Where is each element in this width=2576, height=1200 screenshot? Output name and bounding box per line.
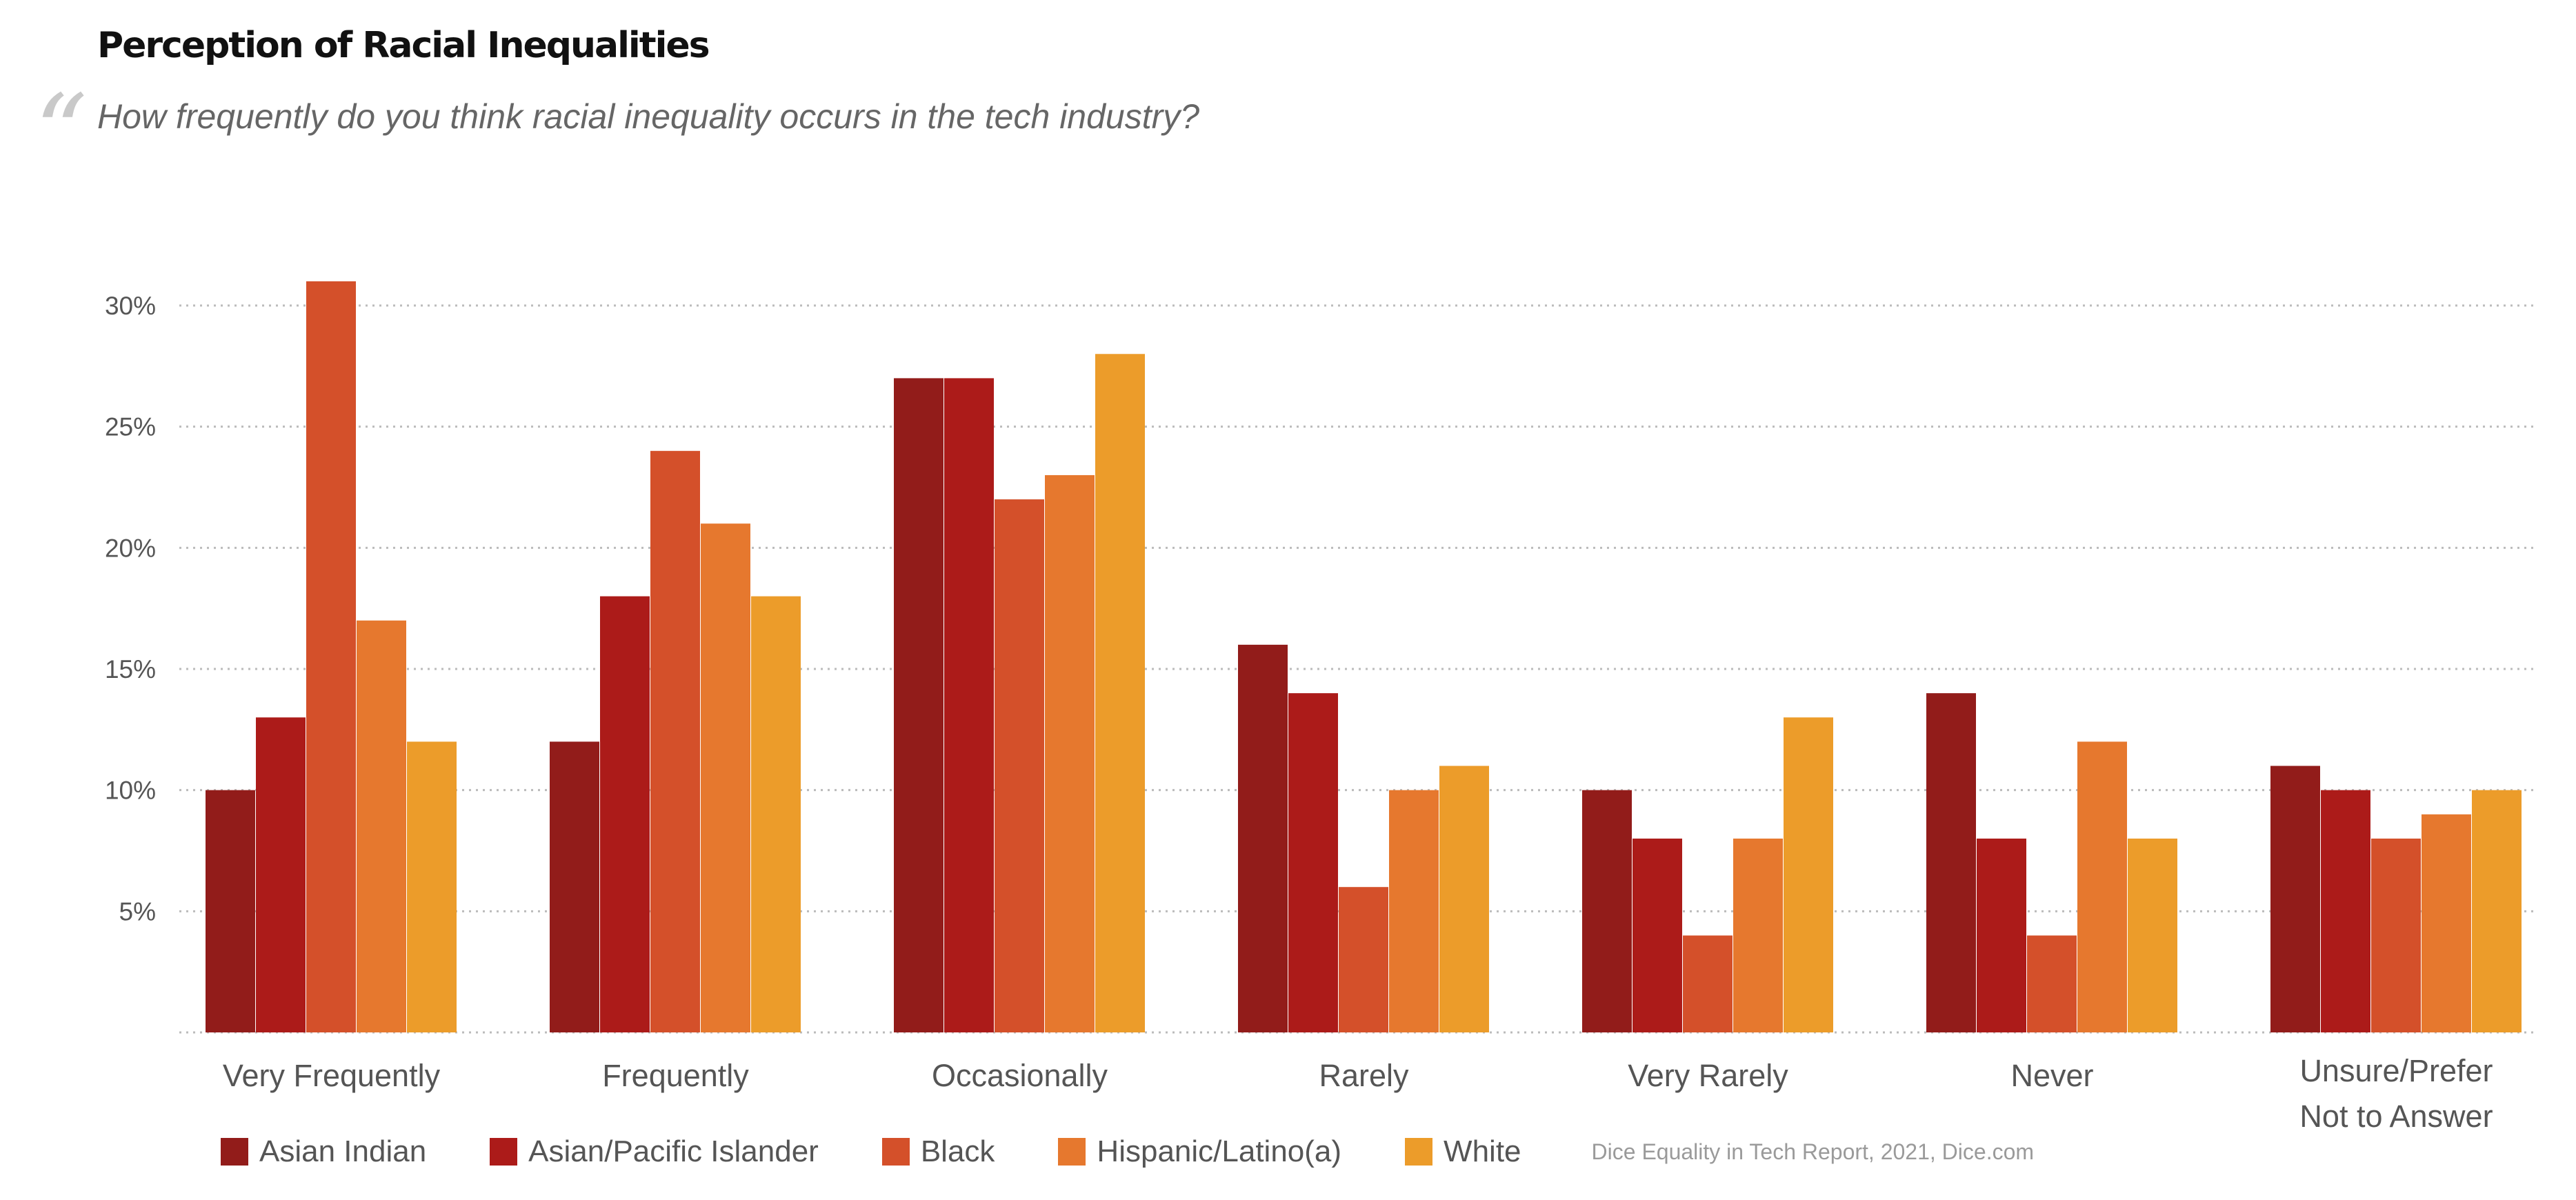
bar (650, 450, 700, 1032)
bar (1633, 838, 1682, 1032)
bar (2422, 814, 2471, 1032)
legend-item: Asian Indian (221, 1134, 426, 1169)
legend-swatch (221, 1138, 248, 1166)
y-tick-label: 15% (105, 655, 156, 683)
bar (357, 620, 406, 1032)
x-tick-label: Occasionally (932, 1058, 1108, 1093)
bar (701, 523, 750, 1032)
legend-swatch (1405, 1138, 1433, 1166)
chart-title: Perception of Racial Inequalities (97, 25, 710, 66)
bar (2472, 790, 2522, 1032)
legend: Asian Indian Asian/Pacific Islander Black H… (221, 1131, 2034, 1172)
bar (2270, 766, 2320, 1032)
y-tick-label: 10% (105, 777, 156, 805)
bar (1238, 644, 1288, 1032)
y-axis-ticks: 5% 10% 15% 20% 25% 30% (105, 292, 156, 926)
y-tick-label: 20% (105, 534, 156, 562)
y-tick-label: 30% (105, 292, 156, 320)
bar (1095, 354, 1145, 1032)
bar (1582, 790, 1632, 1032)
x-tick-label: Very Frequently (223, 1058, 441, 1093)
bar (407, 741, 457, 1032)
bars (206, 281, 2522, 1032)
bar (1733, 838, 1783, 1032)
bar (1389, 790, 1439, 1032)
bar (1339, 887, 1388, 1032)
x-tick-label: Never (2010, 1058, 2093, 1093)
legend-item: Black (881, 1134, 995, 1169)
bar (1045, 474, 1095, 1032)
bar (600, 596, 650, 1032)
bar (751, 596, 801, 1032)
legend-swatch (881, 1138, 910, 1166)
x-axis-ticks: Very Frequently Frequently Occasionally Rar… (223, 1053, 2493, 1134)
bar (2371, 838, 2421, 1032)
bar (1926, 693, 1976, 1032)
y-tick-label: 5% (119, 897, 156, 926)
legend-swatch (490, 1138, 518, 1166)
y-tick-label: 25% (105, 413, 156, 441)
bar (944, 378, 994, 1032)
bar (2128, 838, 2177, 1032)
legend-swatch (1058, 1138, 1086, 1166)
bar (894, 378, 943, 1032)
x-tick-label: Frequently (602, 1058, 749, 1093)
x-tick-label: Very Rarely (1628, 1058, 1788, 1093)
bar (2027, 935, 2077, 1032)
legend-label: Black (920, 1134, 995, 1168)
source-note: Dice Equality in Tech Report, 2021, Dice… (1591, 1139, 2035, 1164)
legend-label: Asian Indian (259, 1134, 427, 1168)
bar (306, 281, 356, 1032)
x-tick-label: Unsure/Prefer Not to Answer (2299, 1053, 2493, 1134)
legend-item: Hispanic/Latino(a) (1058, 1134, 1341, 1169)
bar (206, 790, 255, 1032)
bar (256, 717, 306, 1032)
quote-mark-icon: “ (34, 73, 88, 193)
bar (1683, 935, 1733, 1032)
bar (1288, 693, 1338, 1032)
bar (995, 499, 1044, 1032)
bar (2321, 790, 2370, 1032)
legend-item: Asian/Pacific Islander (490, 1134, 819, 1169)
legend-label: Hispanic/Latino(a) (1097, 1134, 1342, 1168)
bar (1439, 766, 1489, 1032)
bar (550, 741, 599, 1032)
bar (1977, 838, 2026, 1032)
legend-label: White (1444, 1134, 1521, 1168)
legend-item: White (1405, 1134, 1521, 1169)
bar (1784, 717, 1833, 1032)
x-tick-label: Rarely (1319, 1058, 1409, 1093)
legend-label: Asian/Pacific Islander (528, 1134, 819, 1168)
bar (2077, 741, 2127, 1032)
chart-subtitle: How frequently do you think racial inequ… (97, 97, 1200, 136)
